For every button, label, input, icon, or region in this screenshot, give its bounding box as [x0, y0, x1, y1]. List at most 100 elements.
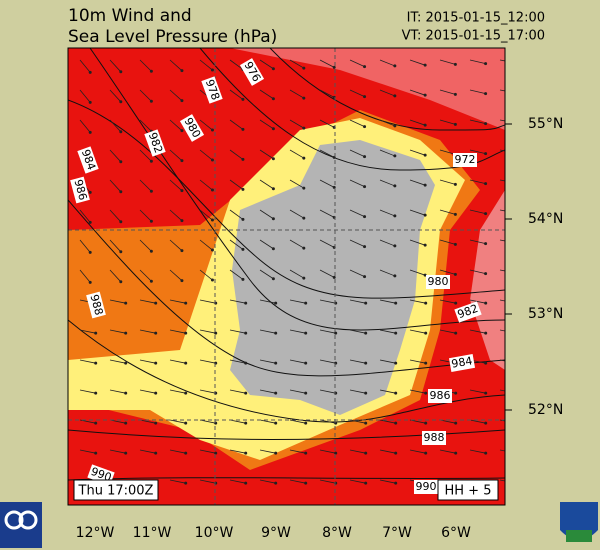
wind-arrow — [289, 149, 305, 159]
lat-label: 52°N — [528, 402, 563, 418]
wind-arrow — [499, 359, 505, 362]
wind-arrow — [229, 299, 246, 304]
wind-arrow-head — [271, 67, 275, 71]
wind-arrow — [319, 149, 335, 158]
isobar-label: 984 — [448, 354, 476, 372]
wind-arrow-head — [454, 391, 458, 395]
wind-arrow — [349, 389, 366, 394]
time-box — [73, 479, 159, 501]
wind-arrow — [79, 269, 91, 283]
wind-arrow-head — [184, 301, 188, 305]
wind-arrow — [409, 239, 426, 246]
wind-arrow — [199, 449, 216, 454]
wind-arrow-head — [124, 421, 128, 425]
wind-arrow-head — [394, 331, 398, 335]
wind-arrow — [289, 449, 306, 454]
isobar-label-bg — [414, 480, 438, 494]
wind-arrow — [109, 359, 126, 364]
wind-arrow-head — [453, 62, 457, 66]
wind-arrow-head — [244, 391, 248, 395]
wind-arrow — [259, 329, 276, 334]
wind-arrow — [469, 269, 486, 275]
wind-arrow — [499, 419, 505, 422]
wind-arrow — [199, 119, 213, 131]
wind-arrow-head — [424, 301, 428, 305]
wind-arrow-head — [364, 301, 368, 305]
wind-arrow-head — [304, 481, 308, 485]
wind-arrow-head — [364, 361, 368, 365]
wind-arrow — [289, 269, 305, 279]
wind-arrow-head — [154, 391, 158, 395]
wind-arrow-head — [88, 130, 92, 134]
wind-arrow-head — [119, 190, 123, 194]
isobar-label: 990 — [414, 480, 438, 494]
wind-arrow — [199, 299, 216, 304]
wind-arrow-head — [364, 481, 368, 485]
wind-arrow — [139, 59, 152, 72]
wind-arrow — [109, 299, 126, 304]
wind-arrow — [229, 449, 246, 454]
wind-arrow — [199, 179, 213, 191]
wind-arrow — [349, 329, 366, 334]
wind-arrow — [499, 89, 505, 92]
wind-arrow — [289, 209, 305, 219]
wind-arrow — [229, 359, 246, 364]
wind-arrow-head — [241, 247, 245, 251]
wind-arrow — [169, 59, 183, 71]
wind-arrow — [169, 149, 183, 161]
graticule — [68, 48, 505, 505]
wind-arrow — [229, 269, 244, 280]
wind-arrow-head — [244, 331, 248, 335]
wind-arrow — [349, 179, 365, 188]
wind-arrow-head — [364, 451, 368, 455]
wind-arrow-head — [423, 213, 427, 217]
wind-arrow — [499, 59, 505, 62]
lon-label: 10°W — [195, 525, 234, 541]
wind-arrow — [409, 179, 426, 186]
wind-arrow-head — [363, 245, 367, 249]
wind-arrow — [169, 419, 186, 424]
wind-arrow-head — [149, 219, 153, 223]
wind-arrow — [289, 299, 306, 304]
wind-arrow-head — [393, 244, 397, 248]
wind-arrow-head — [453, 242, 457, 246]
wind-arrow-head — [241, 277, 245, 281]
wind-arrow — [139, 299, 156, 304]
wind-arrow — [469, 89, 486, 95]
wind-arrow-head — [453, 122, 457, 126]
wind-arrow — [499, 149, 505, 152]
wind-arrow — [439, 89, 456, 95]
wind-arrow-head — [88, 100, 92, 104]
wind-arrow-head — [302, 126, 306, 130]
wind-arrow — [109, 89, 122, 103]
wind-arrow-head — [119, 160, 123, 164]
lat-label: 54°N — [528, 211, 563, 227]
wind-arrow — [499, 299, 505, 302]
wind-arrow-head — [210, 188, 214, 192]
wind-arrow — [229, 59, 244, 70]
title-line: Sea Level Pressure (hPa) — [68, 27, 277, 47]
wind-arrow — [199, 359, 216, 364]
wind-arrow-head — [302, 186, 306, 190]
wind-arrow-head — [423, 183, 427, 187]
wind-arrow — [109, 239, 122, 253]
wind-arrow — [409, 149, 426, 156]
lon-label: 11°W — [133, 525, 172, 541]
init-time: IT: 2015-01-15_12:00 — [407, 11, 545, 26]
wind-arrow-head — [241, 127, 245, 131]
lon-label: 9°W — [261, 525, 291, 541]
valid-time: VT: 2015-01-15_17:00 — [402, 29, 545, 44]
wind-arrow-head — [394, 301, 398, 305]
wind-arrow — [349, 299, 366, 304]
isobar-label: 986 — [70, 176, 90, 204]
wind-arrow — [79, 89, 91, 103]
wind-arrow-head — [180, 279, 184, 283]
lon-label: 7°W — [382, 525, 412, 541]
wind-arrow — [169, 209, 183, 221]
isobar-label-text: 980 — [428, 275, 449, 288]
wind-arrow — [379, 329, 396, 334]
wind-arrow-head — [363, 155, 367, 159]
wind-arrow — [379, 449, 396, 454]
wind-arrow — [109, 209, 122, 223]
